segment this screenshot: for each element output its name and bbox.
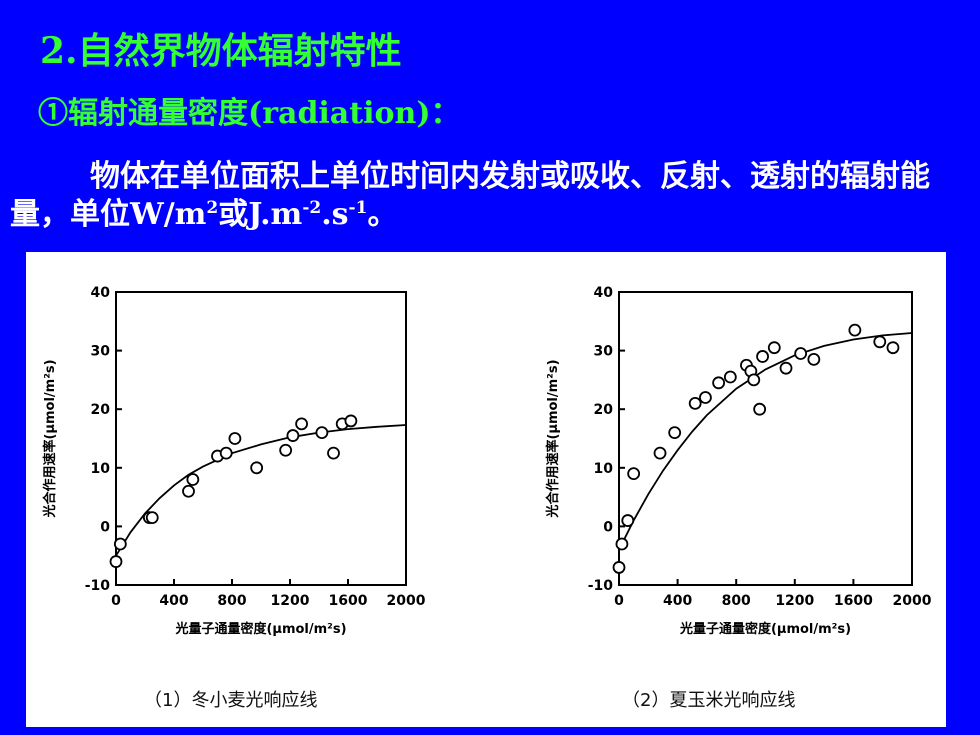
chart-2-data-point — [612, 561, 626, 574]
chart-2-data-point — [621, 514, 635, 527]
para-sup-1: 2 — [206, 198, 219, 218]
chart-2-data-point — [873, 335, 887, 349]
chart-2-x-tick-label: 2000 — [893, 593, 932, 609]
chart-1-data-point — [279, 443, 293, 457]
definition-paragraph: 物体在单位面积上单位时间内发射或吸收、反射、透射的辐射能量，单位W/m2或J.m… — [10, 158, 975, 234]
figure-panel: 0 400 800 1200 1600 2000 -10 0 10 20 30 40 光量子通量密度(μ… — [26, 252, 946, 727]
para-text-3: .s — [321, 197, 349, 232]
chart-2-x-tick-label: 1600 — [834, 593, 873, 609]
chart-1-x-tick-label: 400 — [159, 593, 188, 609]
chart-1-y-tick-label: 0 — [100, 519, 110, 535]
chart-1-data-point — [182, 484, 195, 498]
chart-2-data-point — [794, 347, 808, 360]
chart-1-y-axis-label: 光合作用速率(μmol/m²s) — [42, 359, 58, 518]
para-sup-3: -1 — [348, 198, 368, 218]
chart-1-y-tick-label: 40 — [91, 285, 111, 301]
chart-2-x-tick-label: 400 — [663, 593, 692, 609]
chart-2-y-tick-label: 20 — [594, 402, 614, 418]
chart-2-data-point — [712, 376, 726, 390]
slide-title: 2.自然界物体辐射特性 — [40, 30, 402, 72]
chart-2-x-tick-label: 1200 — [775, 593, 814, 609]
chart-2-data-point — [653, 446, 667, 460]
chart-2-data-point — [615, 537, 629, 551]
chart-2-data-point — [767, 341, 781, 355]
chart-2-data-point — [627, 467, 641, 481]
para-text-2: 或J.m — [218, 197, 303, 232]
chart-1-data-point — [109, 555, 123, 568]
chart-1-y-tick-label: 10 — [91, 461, 111, 477]
chart-1-data-point — [228, 432, 242, 445]
chart-1-y-tick-label: -10 — [85, 578, 111, 594]
chart-2-y-tick-label: 0 — [603, 519, 613, 535]
chart-1-data-point — [186, 473, 200, 486]
chart-2-data-point — [848, 323, 862, 337]
chart-1-data-point — [219, 446, 233, 460]
para-text-4: 。 — [367, 197, 398, 232]
chart-1-x-axis-label: 光量子通量密度(μmol/m²s) — [174, 621, 346, 637]
chart-2-y-tick-label: 10 — [594, 461, 614, 477]
chart-2-x-tick-label: 800 — [722, 593, 751, 609]
chart-2-x-axis-label: 光量子通量密度(μmol/m²s) — [679, 621, 851, 637]
chart-1-y-tick-label: 20 — [91, 402, 111, 418]
chart-2-data-point — [779, 361, 793, 375]
chart-2-x-tick-label: 0 — [614, 593, 624, 609]
chart-1-x-tick-label: 2000 — [387, 593, 426, 609]
chart-1-data-point — [344, 414, 358, 428]
chart-1-x-tick-label: 1200 — [271, 593, 310, 609]
chart-2-y-tick-label: 30 — [594, 344, 614, 360]
chart-2-fit-curve — [618, 332, 913, 551]
chart-2-caption: （2）夏玉米光响应线 — [622, 690, 796, 711]
para-text-1: 物体在单位面积上单位时间内发射或吸收、反射、透射的辐射能量，单位W/m — [10, 159, 930, 232]
chart-1-x-tick-label: 1600 — [329, 593, 368, 609]
chart-2-y-tick-label: 40 — [594, 285, 614, 301]
chart-2-data-point — [886, 341, 900, 355]
chart-1-x-tick-label: 800 — [217, 593, 246, 609]
chart-1-data-point — [315, 426, 329, 440]
chart-2-plot-frame — [618, 291, 913, 586]
chart-2-data-point — [688, 396, 702, 410]
chart-2-y-axis-label: 光合作用速率(μmol/m²s) — [545, 359, 561, 518]
chart-1-data-point — [145, 511, 159, 525]
chart-2-data-point — [747, 373, 761, 387]
chart-2-data-point — [699, 391, 712, 404]
chart-1-data-point — [113, 537, 127, 551]
chart-1-data-point — [327, 446, 340, 460]
chart-2-data-point — [756, 350, 769, 363]
chart-2-data-point — [723, 370, 737, 384]
chart-1-plot-frame — [115, 291, 407, 586]
chart-1-caption: （1）冬小麦光响应线 — [144, 690, 318, 711]
chart-2-data-point — [807, 352, 821, 366]
charts-svg: 0 400 800 1200 1600 2000-10010203040光量子通量密度(μ… — [42, 285, 932, 637]
chart-2-data-point — [753, 402, 767, 416]
chart-1-fit-curve — [115, 424, 407, 557]
chart-1-x-tick-label: 0 — [111, 593, 121, 609]
slide-subtitle: ①辐射通量密度(radiation)： — [38, 96, 461, 131]
chart-2-y-tick-label: -10 — [588, 578, 614, 594]
chart-1-data-point — [286, 429, 300, 442]
para-sup-2: -2 — [302, 198, 322, 218]
chart-2-data-point — [668, 426, 682, 440]
chart-1-data-point — [295, 417, 309, 431]
chart-1-data-point — [250, 461, 264, 475]
chart-1-y-tick-label: 30 — [91, 344, 111, 360]
